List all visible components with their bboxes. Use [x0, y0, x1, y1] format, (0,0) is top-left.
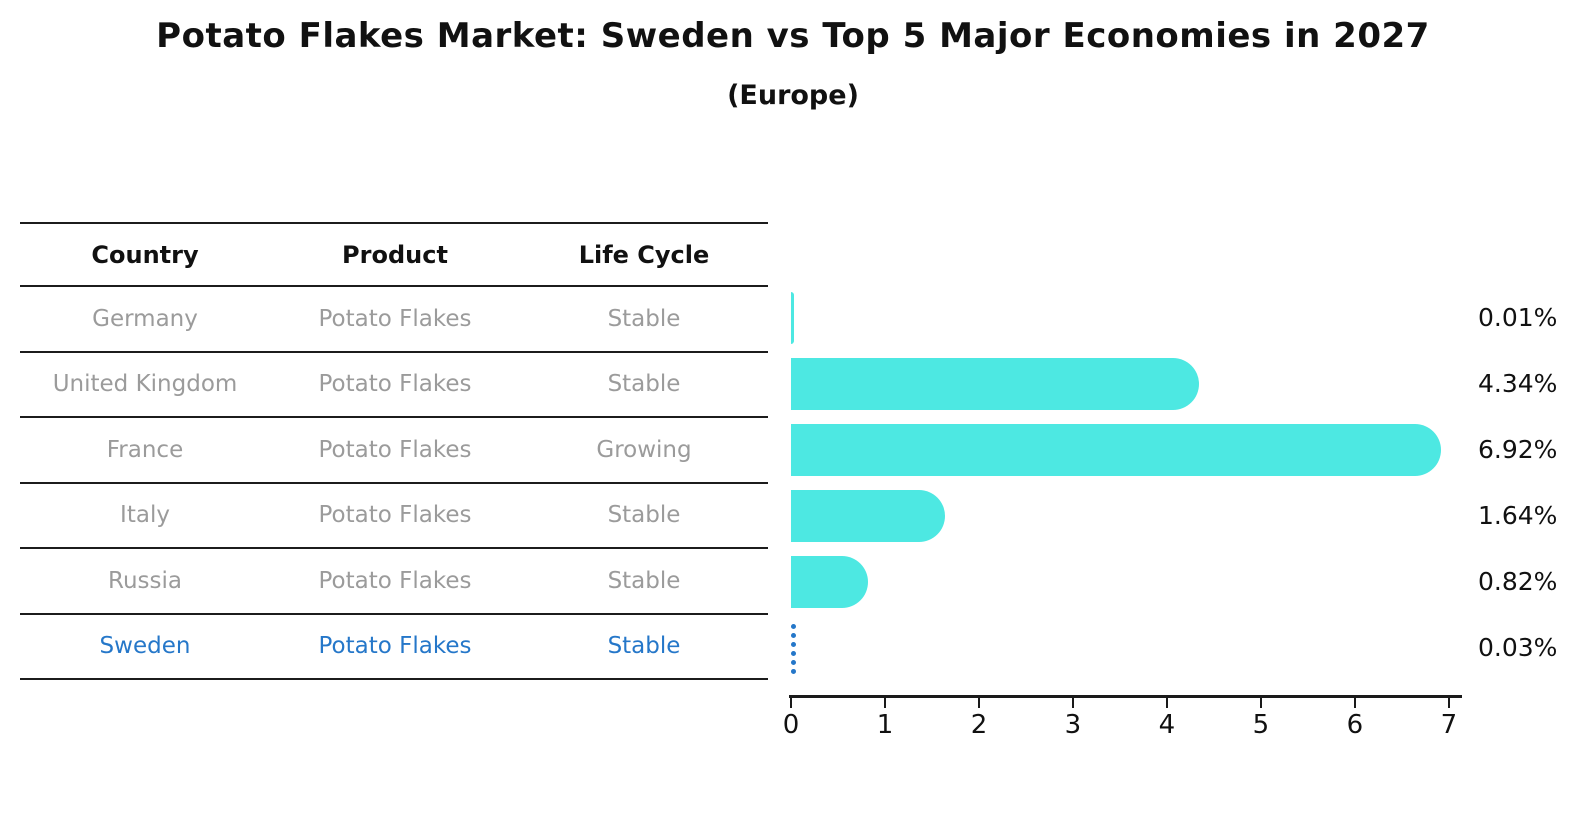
cell-product: Potato Flakes — [318, 305, 472, 332]
cell-life-cycle: Stable — [607, 305, 681, 332]
column-header-product: Product — [342, 240, 448, 269]
table-body: Germany Potato Flakes Stable United Kingdom… — [20, 287, 768, 680]
table-row-sweden: Sweden Potato Flakes Stable — [20, 615, 768, 680]
table-header-row: Country Product Life Cycle — [20, 222, 768, 287]
cell-product: Potato Flakes — [318, 567, 472, 594]
cell-country: Germany — [92, 305, 198, 332]
x-axis-tick-5 — [1259, 698, 1263, 708]
cell-country: Italy — [120, 502, 170, 529]
highlight-marker-sweden — [791, 624, 796, 674]
cell-country: Sweden — [99, 633, 191, 660]
x-axis-tick-1 — [883, 698, 887, 708]
value-label-russia: 0.82% — [1478, 567, 1558, 596]
column-header-country: Country — [91, 240, 199, 269]
cell-life-cycle: Stable — [607, 502, 681, 529]
cell-life-cycle: Growing — [596, 436, 692, 463]
column-header-life-cycle: Life Cycle — [578, 240, 710, 269]
x-axis-tick-label-6: 6 — [1346, 710, 1364, 740]
value-label-germany: 0.01% — [1478, 303, 1558, 332]
cell-country: United Kingdom — [52, 371, 238, 398]
x-axis-tick-3 — [1071, 698, 1075, 708]
x-axis-tick-label-2: 2 — [970, 710, 988, 740]
x-axis-tick-label-4: 4 — [1158, 710, 1176, 740]
bar-chart-plot-area — [791, 285, 1491, 705]
table-row-italy: Italy Potato Flakes Stable — [20, 484, 768, 549]
x-axis-tick-6 — [1353, 698, 1357, 708]
table-row-germany: Germany Potato Flakes Stable — [20, 287, 768, 353]
x-axis-line — [789, 695, 1462, 698]
x-axis-tick-0 — [789, 698, 793, 708]
cell-country: France — [106, 436, 184, 463]
bar-russia — [791, 556, 869, 608]
cell-life-cycle: Stable — [607, 567, 681, 594]
x-axis-tick-label-7: 7 — [1440, 710, 1458, 740]
cell-product: Potato Flakes — [318, 371, 472, 398]
country-table: Country Product Life Cycle Germany Potato… — [20, 222, 768, 680]
chart-subtitle: (Europe) — [727, 80, 859, 111]
x-axis-tick-label-0: 0 — [782, 710, 800, 740]
value-label-united-kingdom: 4.34% — [1478, 369, 1558, 398]
cell-country: Russia — [108, 567, 182, 594]
x-axis-tick-7 — [1447, 698, 1451, 708]
x-axis-tick-label-1: 1 — [876, 710, 894, 740]
chart-title: Potato Flakes Market: Sweden vs Top 5 Ma… — [156, 16, 1430, 56]
x-axis-tick-label-5: 5 — [1252, 710, 1270, 740]
x-axis-tick-label-3: 3 — [1064, 710, 1082, 740]
value-label-sweden: 0.03% — [1478, 633, 1558, 662]
cell-product: Potato Flakes — [318, 436, 472, 463]
value-label-italy: 1.64% — [1478, 501, 1558, 530]
table-row-france: France Potato Flakes Growing — [20, 418, 768, 484]
cell-life-cycle: Stable — [607, 633, 681, 660]
cell-life-cycle: Stable — [607, 371, 681, 398]
bar-united-kingdom — [791, 358, 1199, 410]
cell-product: Potato Flakes — [318, 502, 472, 529]
x-axis-tick-4 — [1165, 698, 1169, 708]
cell-product: Potato Flakes — [318, 633, 472, 660]
table-row-united-kingdom: United Kingdom Potato Flakes Stable — [20, 353, 768, 418]
x-axis-tick-2 — [977, 698, 981, 708]
bar-italy — [791, 490, 946, 542]
bar-germany — [791, 292, 794, 344]
bar-france — [791, 424, 1442, 476]
table-row-russia: Russia Potato Flakes Stable — [20, 549, 768, 615]
value-label-france: 6.92% — [1478, 435, 1558, 464]
